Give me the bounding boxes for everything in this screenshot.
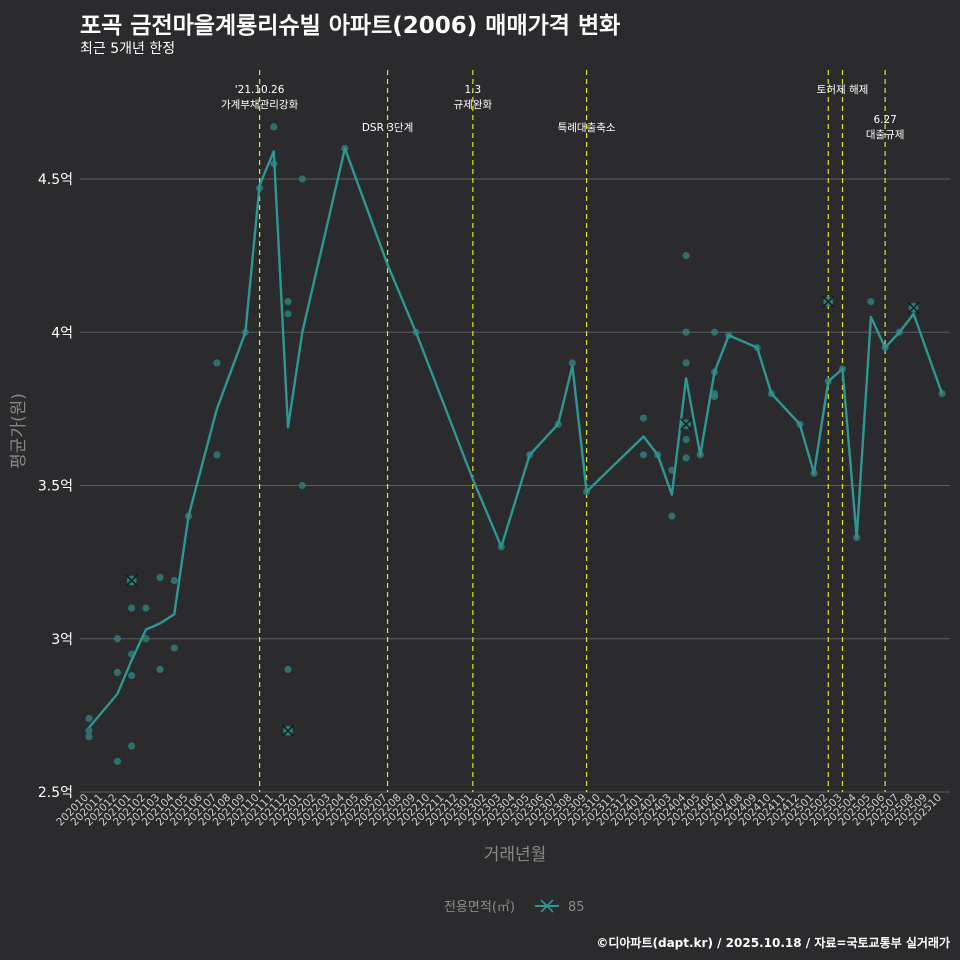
event-annotation: 가계부채관리강화 xyxy=(221,99,299,111)
x-axis-title: 거래년월 xyxy=(484,845,547,865)
transaction-point xyxy=(85,727,93,735)
event-annotation: 6.27 xyxy=(873,114,896,126)
event-annotation: 토허제 해제 xyxy=(817,83,869,96)
transaction-point xyxy=(270,123,278,131)
transaction-point xyxy=(284,310,292,318)
transaction-point xyxy=(170,576,178,585)
cancelled-marker xyxy=(282,724,295,737)
cancelled-marker xyxy=(822,295,835,308)
cancelled-marker xyxy=(680,418,693,431)
transaction-point xyxy=(213,451,221,459)
y-tick-label: 4.5억 xyxy=(38,172,73,188)
series-line-85 xyxy=(88,147,944,729)
event-annotation: 1.3 xyxy=(464,84,481,96)
y-tick-label: 3억 xyxy=(51,632,73,648)
transaction-point xyxy=(668,512,676,520)
transaction-point xyxy=(128,604,136,612)
transaction-point xyxy=(213,359,221,367)
event-annotation: DSR 3단계 xyxy=(362,122,413,134)
chart-subtitle: 최근 5개년 한정 xyxy=(80,41,176,57)
transaction-point xyxy=(284,298,292,306)
event-annotation: 특례대출축소 xyxy=(558,122,616,134)
event-annotation: '21.10.26 xyxy=(235,84,285,96)
transaction-point xyxy=(682,359,690,367)
transaction-point xyxy=(682,252,690,260)
transaction-point xyxy=(128,742,136,750)
source-caption: ©디아파트(dapt.kr) / 2025.10.18 / 자료=국토교통부 실… xyxy=(596,936,950,950)
transaction-point xyxy=(85,714,93,723)
transaction-point xyxy=(113,668,122,677)
y-axis-title: 평균가(원) xyxy=(9,393,29,469)
transaction-point xyxy=(867,298,875,306)
transaction-point xyxy=(113,757,122,765)
transaction-point xyxy=(156,573,164,582)
event-annotation: 규제완화 xyxy=(454,98,493,111)
legend-title: 전용면적(㎡) xyxy=(444,900,515,915)
transaction-point xyxy=(128,671,136,680)
transaction-point xyxy=(639,451,648,459)
chart-title: 포곡 금전마을계룡리슈빌 아파트(2006) 매매가격 변화 xyxy=(80,13,621,39)
transaction-point xyxy=(682,435,690,444)
transaction-point xyxy=(156,665,164,674)
legend-key-cross xyxy=(540,899,554,913)
transaction-point xyxy=(85,733,93,741)
transaction-point xyxy=(170,644,178,652)
transaction-point xyxy=(298,481,306,490)
transaction-point xyxy=(682,328,690,336)
transaction-point xyxy=(682,454,690,462)
cancelled-marker xyxy=(125,574,138,587)
transaction-point xyxy=(710,328,719,336)
event-annotation: 대출규제 xyxy=(866,129,905,141)
legend-label-85: 85 xyxy=(568,900,585,915)
y-tick-label: 3.5억 xyxy=(38,479,73,495)
transaction-point xyxy=(284,665,292,674)
transaction-point xyxy=(142,635,150,643)
y-tick-label: 2.5억 xyxy=(38,785,73,801)
transaction-point xyxy=(142,604,150,612)
transaction-point xyxy=(298,175,306,183)
y-tick-label: 4억 xyxy=(51,325,73,341)
transaction-point xyxy=(639,414,648,422)
transaction-point xyxy=(568,359,576,367)
cancelled-marker xyxy=(907,301,920,314)
transaction-point xyxy=(710,393,719,401)
transaction-point xyxy=(113,635,122,643)
